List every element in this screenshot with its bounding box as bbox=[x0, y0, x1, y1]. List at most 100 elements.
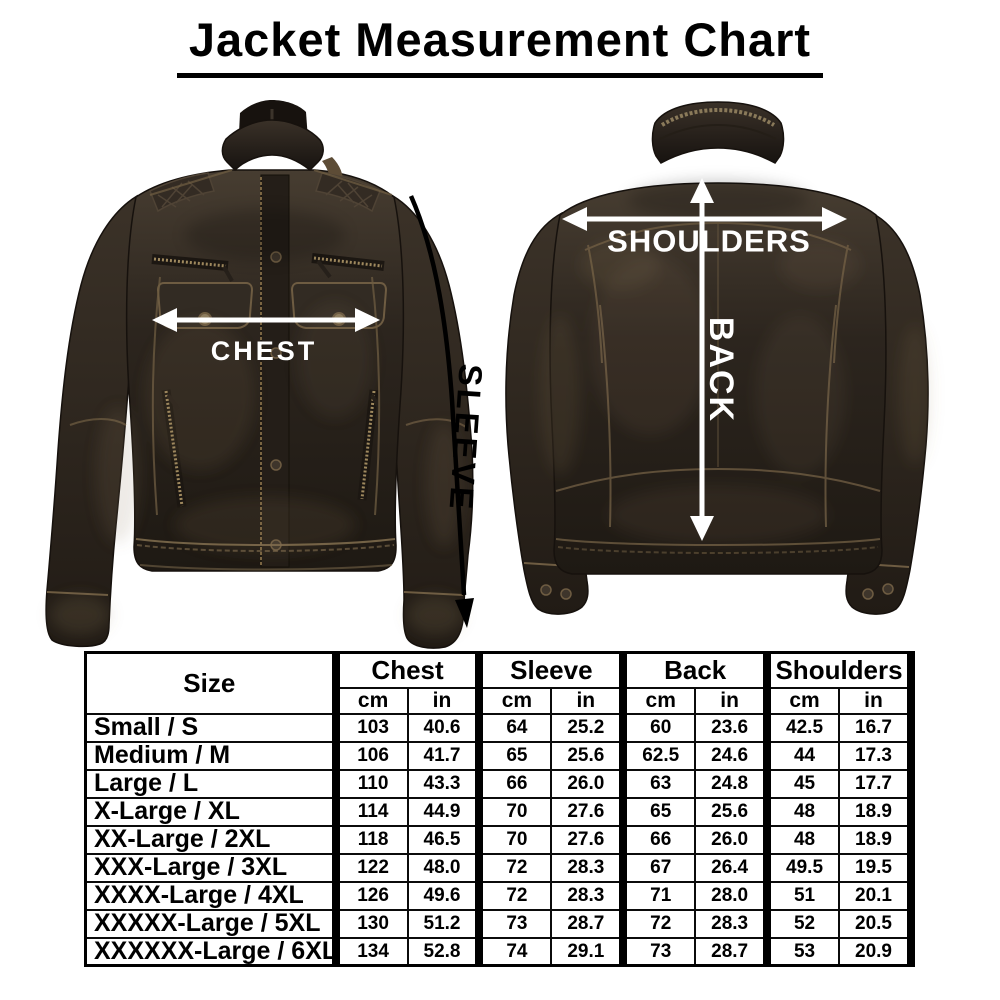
table-units-row: cm in cm in cm in cm in bbox=[86, 686, 916, 715]
value-cell: 73 bbox=[619, 936, 697, 967]
size-cell: XXXXXX-Large / 6XL bbox=[84, 936, 337, 967]
value-cell: 130 bbox=[331, 908, 409, 939]
value-cell: 27.6 bbox=[550, 796, 625, 827]
chest-measurement-annotation: CHEST bbox=[152, 308, 380, 366]
value-cell: 20.9 bbox=[837, 936, 916, 967]
size-cell: X-Large / XL bbox=[84, 796, 337, 827]
value-cell: 60 bbox=[619, 712, 697, 743]
value-cell: 17.3 bbox=[837, 740, 916, 771]
table-row: XXXXXX-Large / 6XL 134 52.8 74 29.1 73 28.7 53 2… bbox=[84, 936, 916, 967]
back-collar-seam bbox=[659, 123, 777, 140]
unit-header-cm: cm bbox=[619, 686, 697, 715]
table-row: XXXX-Large / 4XL 126 49.6 72 28.3 71 28.0 51 20.… bbox=[84, 880, 916, 911]
unit-header-in: in bbox=[550, 686, 625, 715]
back-group-header: Back bbox=[619, 651, 769, 689]
unit-header-in: in bbox=[694, 686, 769, 715]
size-cell: Medium / M bbox=[84, 740, 337, 771]
value-cell: 114 bbox=[331, 796, 409, 827]
value-cell: 40.6 bbox=[406, 712, 481, 743]
size-column-header: Size bbox=[84, 651, 337, 715]
front-chest-zippers bbox=[151, 253, 385, 282]
front-distress-texture bbox=[50, 209, 463, 635]
value-cell: 52 bbox=[763, 908, 840, 939]
value-cell: 28.3 bbox=[694, 908, 769, 939]
value-cell: 28.3 bbox=[550, 852, 625, 883]
back-collar bbox=[651, 101, 785, 164]
value-cell: 103 bbox=[331, 712, 409, 743]
value-cell: 66 bbox=[475, 768, 553, 799]
value-cell: 28.0 bbox=[694, 880, 769, 911]
sleeve-arrow-curve bbox=[408, 195, 467, 596]
sleeve-measurement-annotation: SLEEVE bbox=[408, 195, 490, 628]
value-cell: 118 bbox=[331, 824, 409, 855]
value-cell: 16.7 bbox=[837, 712, 916, 743]
table-row: Large / L 110 43.3 66 26.0 63 24.8 45 17.7 bbox=[84, 768, 916, 799]
shoulders-arrow-right-head bbox=[822, 207, 847, 231]
back-measurement-annotation: BACK bbox=[690, 178, 740, 541]
table-row: XX-Large / 2XL 118 46.5 70 27.6 66 26.0 48 18.9 bbox=[84, 824, 916, 855]
value-cell: 25.6 bbox=[694, 796, 769, 827]
size-cell: Large / L bbox=[84, 768, 337, 799]
value-cell: 19.5 bbox=[837, 852, 916, 883]
sleeve-arrow-head bbox=[455, 598, 474, 628]
value-cell: 24.8 bbox=[694, 768, 769, 799]
value-cell: 122 bbox=[331, 852, 409, 883]
value-cell: 65 bbox=[475, 740, 553, 771]
value-cell: 110 bbox=[331, 768, 409, 799]
table-row: X-Large / XL 114 44.9 70 27.6 65 25.6 48 18.9 bbox=[84, 796, 916, 827]
value-cell: 63 bbox=[619, 768, 697, 799]
value-cell: 28.7 bbox=[694, 936, 769, 967]
page-title: Jacket Measurement Chart bbox=[176, 14, 824, 78]
size-cell: Small / S bbox=[84, 712, 337, 743]
value-cell: 53 bbox=[763, 936, 840, 967]
unit-header-cm: cm bbox=[763, 686, 840, 715]
value-cell: 52.8 bbox=[406, 936, 481, 967]
value-cell: 28.7 bbox=[550, 908, 625, 939]
value-cell: 49.6 bbox=[406, 880, 481, 911]
value-cell: 48 bbox=[763, 796, 840, 827]
value-cell: 46.5 bbox=[406, 824, 481, 855]
value-cell: 72 bbox=[475, 880, 553, 911]
front-jacket-illustration bbox=[45, 100, 474, 649]
front-quilted-shoulders bbox=[149, 172, 381, 213]
value-cell: 62.5 bbox=[619, 740, 697, 771]
value-cell: 72 bbox=[619, 908, 697, 939]
title-bar: Jacket Measurement Chart bbox=[0, 14, 1000, 78]
size-cell: XXX-Large / 3XL bbox=[84, 852, 337, 883]
front-left-cuff-seam bbox=[46, 591, 109, 596]
back-collar-zipper-teeth bbox=[660, 107, 776, 127]
value-cell: 71 bbox=[619, 880, 697, 911]
value-cell: 44 bbox=[763, 740, 840, 771]
value-cell: 67 bbox=[619, 852, 697, 883]
value-cell: 41.7 bbox=[406, 740, 481, 771]
value-cell: 23.6 bbox=[694, 712, 769, 743]
value-cell: 51.2 bbox=[406, 908, 481, 939]
value-cell: 51 bbox=[763, 880, 840, 911]
unit-header-cm: cm bbox=[331, 686, 409, 715]
size-table-body: Small / S 103 40.6 64 25.2 60 23.6 42.5 16.7 Medi… bbox=[84, 712, 916, 967]
value-cell: 29.1 bbox=[550, 936, 625, 967]
table-row: XXX-Large / 3XL 122 48.0 72 28.3 67 26.4 49.5 19… bbox=[84, 852, 916, 883]
chest-group-header: Chest bbox=[331, 651, 481, 689]
value-cell: 26.0 bbox=[694, 824, 769, 855]
value-cell: 25.2 bbox=[550, 712, 625, 743]
chest-arrow-right-head bbox=[355, 308, 380, 332]
value-cell: 27.6 bbox=[550, 824, 625, 855]
value-cell: 65 bbox=[619, 796, 697, 827]
value-cell: 43.3 bbox=[406, 768, 481, 799]
shoulders-arrow-left-head bbox=[562, 207, 587, 231]
unit-header-in: in bbox=[837, 686, 916, 715]
value-cell: 26.0 bbox=[550, 768, 625, 799]
value-cell: 20.5 bbox=[837, 908, 916, 939]
value-cell: 66 bbox=[619, 824, 697, 855]
table-header-row: Size Chest Sleeve Back Shoulders bbox=[84, 651, 915, 715]
back-label: BACK bbox=[702, 317, 740, 423]
table-row: XXXXX-Large / 5XL 130 51.2 73 28.7 72 28.3 52 20… bbox=[84, 908, 916, 939]
value-cell: 25.6 bbox=[550, 740, 625, 771]
chest-arrow-left-head bbox=[152, 308, 177, 332]
shoulders-measurement-annotation: SHOULDERS bbox=[562, 207, 847, 259]
value-cell: 134 bbox=[331, 936, 409, 967]
value-cell: 70 bbox=[475, 824, 553, 855]
value-cell: 18.9 bbox=[837, 824, 916, 855]
